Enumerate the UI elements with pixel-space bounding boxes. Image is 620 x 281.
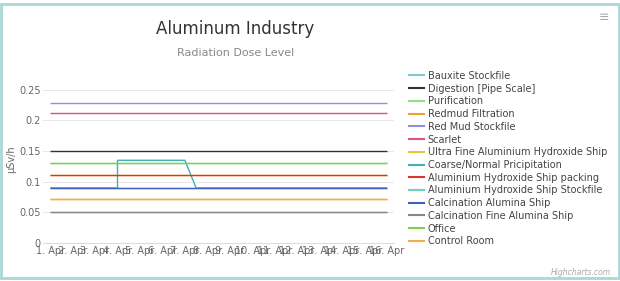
- Text: Highcharts.com: Highcharts.com: [551, 268, 611, 277]
- Text: ≡: ≡: [598, 11, 609, 24]
- Text: Aluminum Industry: Aluminum Industry: [156, 20, 315, 38]
- Legend: Bauxite Stockfile, Digestion [Pipe Scale], Purification, Redmud Filtration, Red : Bauxite Stockfile, Digestion [Pipe Scale…: [409, 71, 607, 246]
- Text: Radiation Dose Level: Radiation Dose Level: [177, 48, 294, 58]
- Y-axis label: μSv/h: μSv/h: [6, 145, 16, 173]
